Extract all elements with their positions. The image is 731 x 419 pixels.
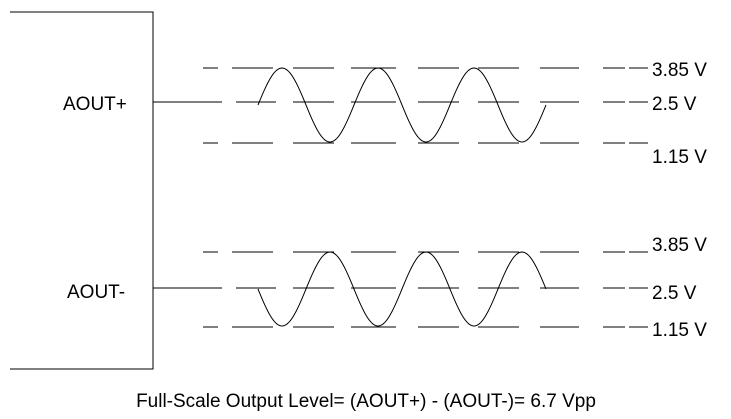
pin-label-aout-plus: AOUT+: [63, 94, 127, 115]
full-scale-output-caption: Full-Scale Output Level= (AOUT+) - (AOUT…: [136, 391, 596, 412]
aout-minus-sine-wave: [257, 251, 547, 327]
pin-label-aout-minus: AOUT-: [67, 282, 125, 303]
top-mid-voltage-label: 2.5 V: [652, 94, 697, 115]
aout-plus-sine-wave: [257, 67, 547, 143]
bottom-mid-voltage-label: 2.5 V: [652, 283, 697, 304]
aout-plus-waveform-group: [153, 67, 648, 144]
top-low-voltage-label: 1.15 V: [652, 147, 707, 168]
top-high-voltage-label: 3.85 V: [652, 60, 707, 81]
bottom-high-voltage-label: 3.85 V: [652, 235, 707, 256]
chip-outline: [10, 11, 154, 370]
bottom-low-voltage-label: 1.15 V: [652, 320, 707, 341]
aout-minus-waveform-group: [153, 251, 648, 328]
